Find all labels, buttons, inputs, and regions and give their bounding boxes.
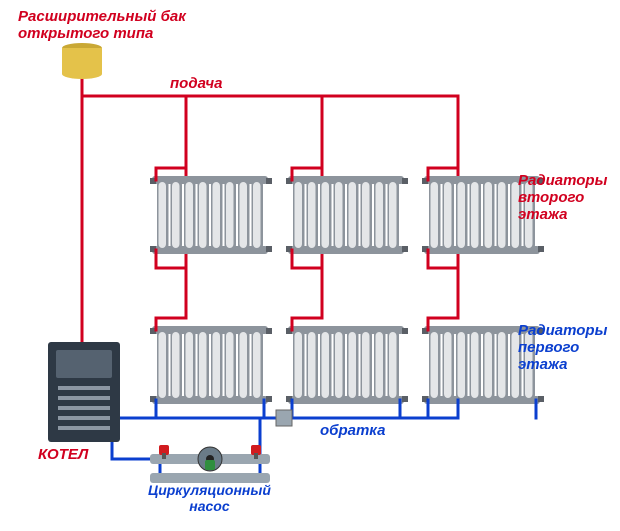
label-tank: Расширительный бак открытого типа <box>18 8 186 42</box>
label-return: обратка <box>320 422 385 439</box>
label-supply: подача <box>170 75 222 92</box>
label-boiler: КОТЕЛ <box>38 446 88 463</box>
label-pump: Циркуляционный насос <box>148 482 271 514</box>
heating-diagram: Расширительный бак открытого типа подача… <box>0 0 620 531</box>
label-rad-up: Радиаторы второго этажа <box>518 172 607 223</box>
diagram-svg <box>0 0 620 531</box>
label-rad-low: Радиаторы первого этажа <box>518 322 607 373</box>
